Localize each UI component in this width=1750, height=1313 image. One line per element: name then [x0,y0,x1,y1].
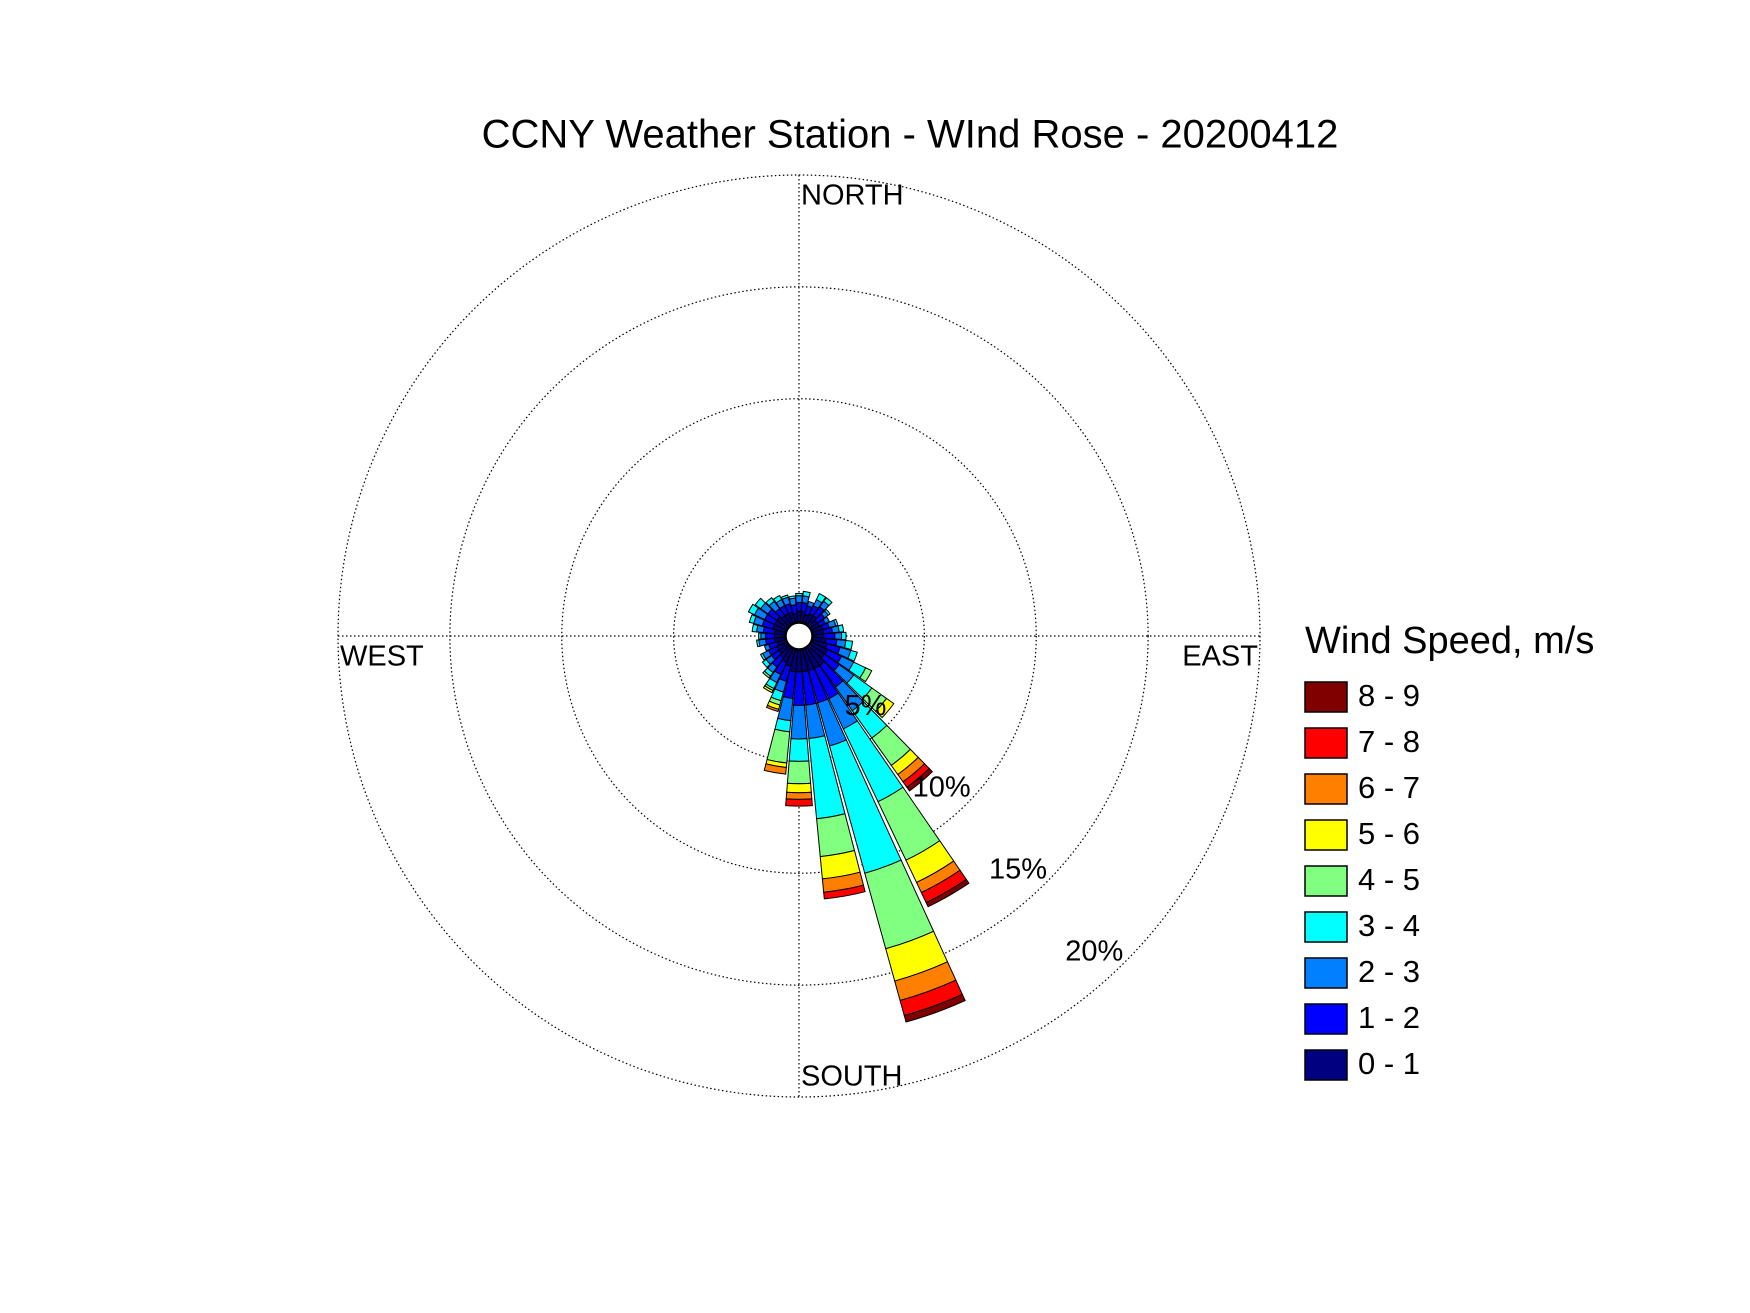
wedge-segment [754,597,767,610]
wedge-segment [795,595,803,604]
wedge-segment [802,590,811,598]
legend-swatch [1304,727,1348,759]
wedge-segment [756,639,761,648]
legend-label: 4 - 5 [1358,862,1420,897]
chart-title: CCNY Weather Station - WInd Rose - 20200… [482,113,1339,157]
labels: 5% 10% 15% 20% NORTH EAST SOUTH WEST [340,180,1258,1093]
legend-swatch [1304,1003,1348,1035]
wedge-segment [823,596,833,607]
r-tick-label: 10% [913,772,971,804]
wedge-segment [765,596,775,607]
compass-label: SOUTH [801,1061,903,1093]
wedge-segment [788,738,810,762]
compass-label: NORTH [801,180,904,212]
legend-label: 1 - 2 [1358,1000,1420,1035]
wedge-segment [823,632,836,640]
wedge-segment [772,594,783,604]
wedge-segment [906,767,934,792]
r-tick-label: 15% [989,854,1047,886]
wedge-segment [788,595,796,600]
wedge-segment [823,884,866,900]
wedge-segment [874,697,895,719]
legend-swatch [1304,865,1348,897]
wedge-segment [786,760,812,785]
wedge-segment [758,632,762,640]
wedge-segment [847,649,858,662]
r-tick-label: 20% [1065,935,1123,967]
legend-label: 6 - 7 [1358,770,1420,805]
legend-label: 8 - 9 [1358,678,1420,713]
wedge-segment [764,632,775,640]
wedge-segment [833,618,839,627]
legend-swatch [1304,681,1348,713]
legend-swatch [1304,911,1348,943]
wedge-segment [795,601,803,612]
wedge-segment [762,685,774,694]
wedge-segment [815,592,827,604]
wedge-segment [795,592,803,597]
grid-ring [449,286,1149,986]
legend-label: 2 - 3 [1358,954,1420,989]
wedge-segment [859,667,873,683]
wedge-segment [834,632,843,640]
wedge-segment [790,704,808,740]
wedge-segment [759,652,767,661]
wedge-segment [903,993,966,1023]
center-hole [784,621,814,651]
legend-swatch [1304,957,1348,989]
legend-title: Wind Speed, m/s [1305,620,1594,662]
compass-label: WEST [340,641,424,673]
wedge-segment [780,594,789,600]
legend-swatch [1304,819,1348,851]
legend: Wind Speed, m/s 0 - 1 1 - 2 2 - 3 3 - 4 4 - 5… [1304,620,1594,1081]
legend-label: 0 - 1 [1358,1046,1420,1081]
legend-swatch [1304,773,1348,805]
wedge-segment [925,878,970,908]
wedge-segment [765,704,780,713]
wedges [747,590,970,1023]
wedge-segment [840,631,847,641]
legend-label: 3 - 4 [1358,908,1420,943]
compass-label: EAST [1182,641,1258,673]
legend-swatch [1304,1049,1348,1081]
wedge-segment [785,798,813,807]
wedge-segment [760,632,767,640]
legend-label: 7 - 8 [1358,724,1420,759]
wedge-segment [837,624,845,633]
wedge-segment [823,608,831,616]
wedge-segment [806,600,815,609]
r-tick-label: 5% [844,690,886,722]
wedge-segment [786,782,812,794]
wedge-segment [751,623,759,633]
legend-label: 5 - 6 [1358,816,1420,851]
wedge-segment [822,616,831,625]
wedge-segment [843,639,854,651]
wedge-segment [763,643,772,652]
wedge-segment [785,791,813,800]
wedge-segment [762,670,772,679]
wedge-segment [763,763,787,775]
wedge-segment [747,603,760,616]
wedge-segment [748,613,757,625]
polar-grid [337,174,1261,1098]
wedge-segment [761,658,771,669]
grid-ring [561,398,1037,874]
